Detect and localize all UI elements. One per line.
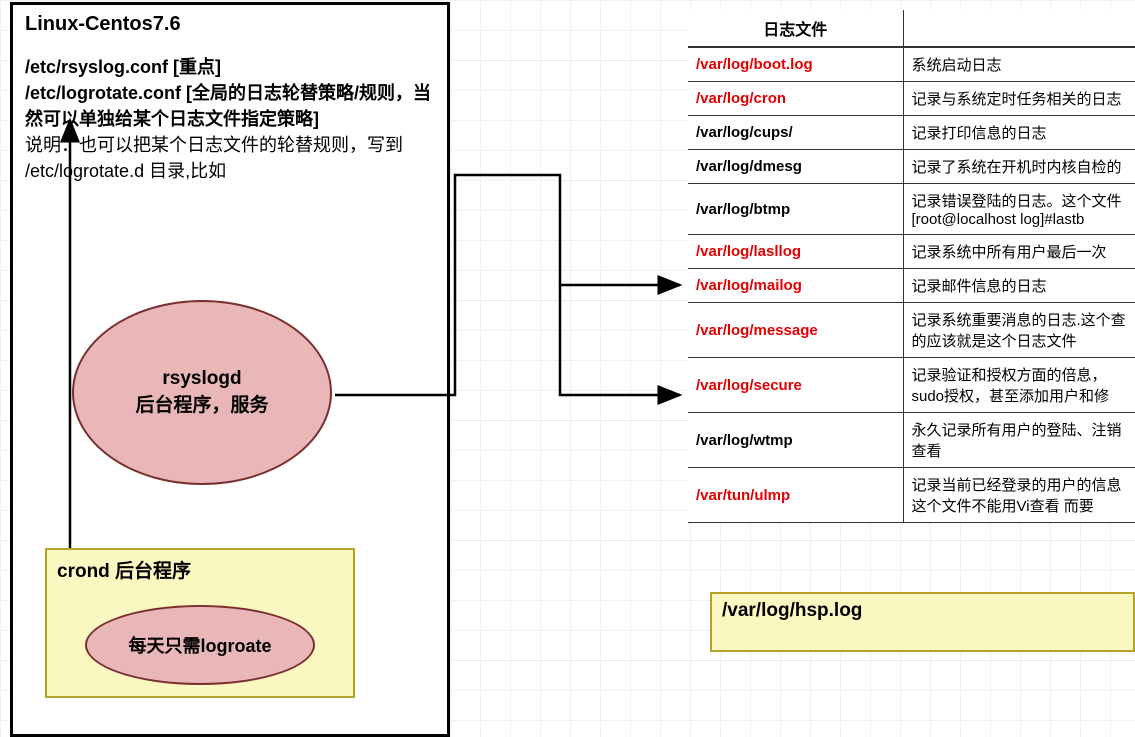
log-desc-cell: 记录了系统在开机时内核自检的 <box>903 150 1135 184</box>
conf-line-2: /etc/logrotate.conf [全局的日志轮替策略/规则，当然可以单独… <box>25 80 435 132</box>
table-header-path: 日志文件 <box>688 10 903 47</box>
table-row: /var/log/btmp记录错误登陆的日志。这个文件 [root@localh… <box>688 184 1135 235</box>
main-title: Linux-Centos7.6 <box>25 13 435 36</box>
logrotate-ellipse: 每天只需logroate <box>85 605 315 685</box>
log-desc-cell: 记录当前已经登录的用户的信息 这个文件不能用Vi查看 而要 <box>903 468 1135 523</box>
log-path-cell: /var/log/cups/ <box>688 116 903 150</box>
conf-line-1: /etc/rsyslog.conf [重点] <box>25 54 435 80</box>
log-desc-cell: 记录邮件信息的日志 <box>903 269 1135 303</box>
rsyslogd-ellipse: rsyslogd 后台程序，服务 <box>72 300 332 485</box>
table-row: /var/Iog/mailog记录邮件信息的日志 <box>688 269 1135 303</box>
log-desc-cell: 永久记录所有用户的登陆、注销 查看 <box>903 413 1135 468</box>
log-path-cell: /var/log/btmp <box>688 184 903 235</box>
log-desc-cell: 记录与系统定时任务相关的日志 <box>903 82 1135 116</box>
log-path-cell: /var/log/secure <box>688 358 903 413</box>
table-row: /var/tun/ulmp记录当前已经登录的用户的信息 这个文件不能用Vi查看 … <box>688 468 1135 523</box>
table-row: /var/log/wtmp永久记录所有用户的登陆、注销 查看 <box>688 413 1135 468</box>
log-desc-cell: 记录错误登陆的日志。这个文件 [root@localhost log]#last… <box>903 184 1135 235</box>
logrotate-label: 每天只需logroate <box>128 632 271 658</box>
log-path-cell: /var/log/cron <box>688 82 903 116</box>
log-desc-cell: 记录打印信息的日志 <box>903 116 1135 150</box>
log-path-cell: /var/log/lasllog <box>688 235 903 269</box>
log-desc-cell: 记录系统中所有用户最后一次 <box>903 235 1135 269</box>
log-path-cell: /var/log/boot.log <box>688 47 903 82</box>
rsyslogd-label-1: rsyslogd <box>162 368 241 390</box>
log-desc-cell: 记录系统重要消息的日志.这个查的应该就是这个日志文件 <box>903 303 1135 358</box>
table-row: /var/log/lasllog记录系统中所有用户最后一次 <box>688 235 1135 269</box>
table-row: /var/log/boot.log系统启动日志 <box>688 47 1135 82</box>
log-path-cell: /var/log/message <box>688 303 903 358</box>
table-row: /var/log/cron记录与系统定时任务相关的日志 <box>688 82 1135 116</box>
log-desc-cell: 记录验证和授权方面的倍息，sudo授权，甚至添加用户和修 <box>903 358 1135 413</box>
log-path-cell: /var/log/wtmp <box>688 413 903 468</box>
log-desc-cell: 系统启动日志 <box>903 47 1135 82</box>
rsyslogd-label-2: 后台程序，服务 <box>135 390 268 417</box>
hsp-box: /var/log/hsp.log <box>710 592 1135 652</box>
crond-title: crond 后台程序 <box>57 556 343 583</box>
table-row: /var/log/dmesg记录了系统在开机时内核自检的 <box>688 150 1135 184</box>
log-path-cell: /var/tun/ulmp <box>688 468 903 523</box>
log-path-cell: /var/Iog/mailog <box>688 269 903 303</box>
conf-line-3: 说明：也可以把某个日志文件的轮替规则，写到 /etc/logrotate.d 目… <box>25 132 435 184</box>
hsp-label: /var/log/hsp.log <box>722 600 862 621</box>
table-header-desc <box>903 10 1135 47</box>
log-table: 日志文件 /var/log/boot.log系统启动日志/var/log/cro… <box>688 10 1135 523</box>
log-path-cell: /var/log/dmesg <box>688 150 903 184</box>
table-row: /var/log/cups/记录打印信息的日志 <box>688 116 1135 150</box>
table-row: /var/log/message记录系统重要消息的日志.这个查的应该就是这个日志… <box>688 303 1135 358</box>
table-row: /var/log/secure记录验证和授权方面的倍息，sudo授权，甚至添加用… <box>688 358 1135 413</box>
